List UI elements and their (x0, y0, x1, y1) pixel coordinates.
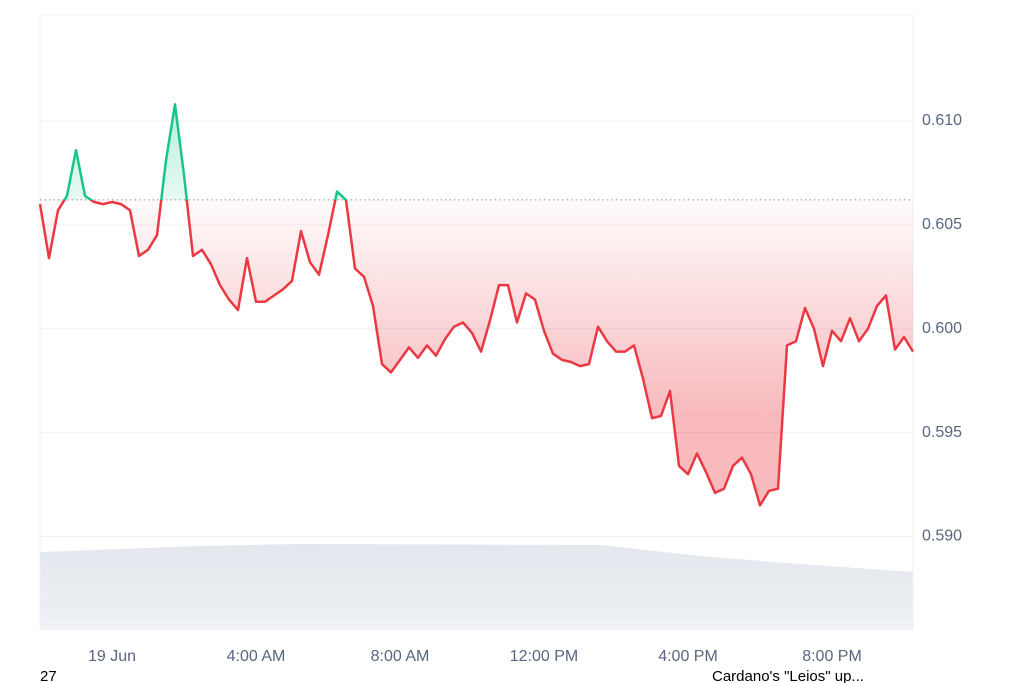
x-tick-label: 4:00 AM (227, 648, 286, 665)
y-tick-label: 0.605 (922, 216, 962, 233)
x-tick-label: 8:00 AM (371, 648, 430, 665)
y-tick-label: 0.590 (922, 528, 962, 545)
price-line (38, 103, 915, 507)
x-tick-label: 19 Jun (88, 648, 136, 665)
price-area (40, 104, 913, 506)
y-tick-label: 0.600 (922, 320, 962, 337)
y-tick-label: 0.595 (922, 424, 962, 441)
y-tick-label: 0.610 (922, 112, 962, 129)
volume-background (40, 544, 913, 630)
x-tick-label: 4:00 PM (658, 648, 718, 665)
x-tick-label: 12:00 PM (510, 648, 578, 665)
footer-right: Cardano's "Leios" up... (712, 668, 864, 683)
footer-left: 27 (40, 668, 57, 683)
x-tick-label: 8:00 PM (802, 648, 862, 665)
